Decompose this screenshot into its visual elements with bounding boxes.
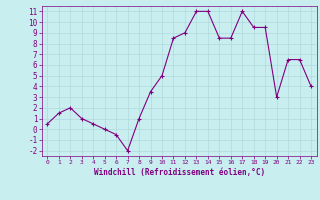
X-axis label: Windchill (Refroidissement éolien,°C): Windchill (Refroidissement éolien,°C) bbox=[94, 168, 265, 177]
